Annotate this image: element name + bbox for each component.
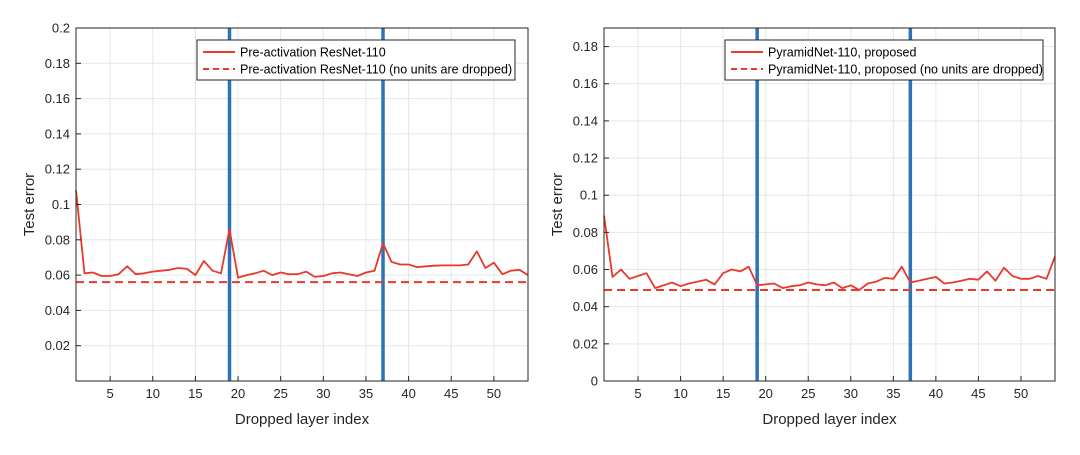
x-axis-title: Dropped layer index: [235, 411, 370, 428]
y-tick-label: 0.04: [573, 299, 598, 314]
axes-frame: [603, 27, 1056, 382]
x-tick-label: 35: [886, 386, 900, 401]
legend-entry-label: PyramidNet-110, proposed: [768, 46, 917, 60]
legend: Pre-activation ResNet-110 Pre-activation …: [196, 39, 516, 81]
x-tick-label: 30: [844, 386, 858, 401]
legend-entry-label: Pre-activation ResNet-110 (no units are …: [240, 63, 512, 77]
y-tick-label: 0: [591, 374, 598, 389]
x-tick-label: 35: [359, 386, 373, 401]
right-panel-pyramidnet: 5 10 15 20 25 30 35 40 45 50 0 0.02 0.04 0.06 0.08 0.1 0…: [549, 27, 1056, 428]
legend: PyramidNet-110, proposed PyramidNet-110, …: [724, 39, 1044, 81]
y-tick-label: 0.08: [573, 225, 598, 240]
x-tick-label: 20: [758, 386, 772, 401]
x-tick-label: 50: [1014, 386, 1028, 401]
y-tick-label: 0.12: [45, 162, 70, 177]
plot-area: [604, 28, 1055, 381]
y-axis-title: Test error: [21, 173, 38, 236]
y-tick-label: 0.1: [52, 197, 70, 212]
x-tick-label: 15: [716, 386, 730, 401]
y-tick-label: 0.16: [45, 91, 70, 106]
y-tick-label: 0.16: [573, 76, 598, 91]
test-error-series-line: [603, 215, 1056, 291]
y-tick-label: 0.04: [45, 303, 70, 318]
y-tick-label: 0.06: [45, 268, 70, 283]
y-tick-label: 0.18: [573, 39, 598, 54]
legend-box: [196, 39, 516, 81]
x-tick-label: 5: [106, 386, 113, 401]
left-panel-resnet: 5 10 15 20 25 30 35 40 45 50 0.02 0.04 0.06 0.08 0.1 0.…: [21, 21, 529, 428]
y-tick-label: 0.18: [45, 56, 70, 71]
y-tick-label: 0.2: [52, 21, 70, 36]
y-tick-label: 0.1: [580, 188, 598, 203]
y-axis-title: Test error: [549, 173, 566, 236]
x-tick-label: 5: [634, 386, 641, 401]
x-tick-label: 40: [929, 386, 943, 401]
legend-box: [724, 39, 1044, 81]
x-tick-label: 25: [273, 386, 287, 401]
x-tick-label: 10: [146, 386, 160, 401]
y-tick-label: 0.14: [45, 126, 70, 141]
legend-entry-label: PyramidNet-110, proposed (no units are d…: [768, 63, 1043, 77]
legend-entry-label: Pre-activation ResNet-110: [240, 46, 386, 60]
y-tick-label: 0.06: [573, 262, 598, 277]
y-tick-label: 0.12: [573, 151, 598, 166]
y-tick-label: 0.02: [45, 338, 70, 353]
x-tick-label: 50: [487, 386, 501, 401]
y-tick-label: 0.02: [573, 336, 598, 351]
x-tick-label: 15: [188, 386, 202, 401]
x-axis-title: Dropped layer index: [762, 411, 897, 428]
test-error-series-line: [75, 190, 529, 279]
y-tick-label: 0.08: [45, 232, 70, 247]
x-tick-label: 25: [801, 386, 815, 401]
x-tick-label: 40: [401, 386, 415, 401]
y-tick-label: 0.14: [573, 113, 598, 128]
x-tick-label: 45: [971, 386, 985, 401]
x-tick-label: 45: [444, 386, 458, 401]
x-tick-label: 30: [316, 386, 330, 401]
x-tick-label: 10: [673, 386, 687, 401]
x-tick-label: 20: [231, 386, 245, 401]
